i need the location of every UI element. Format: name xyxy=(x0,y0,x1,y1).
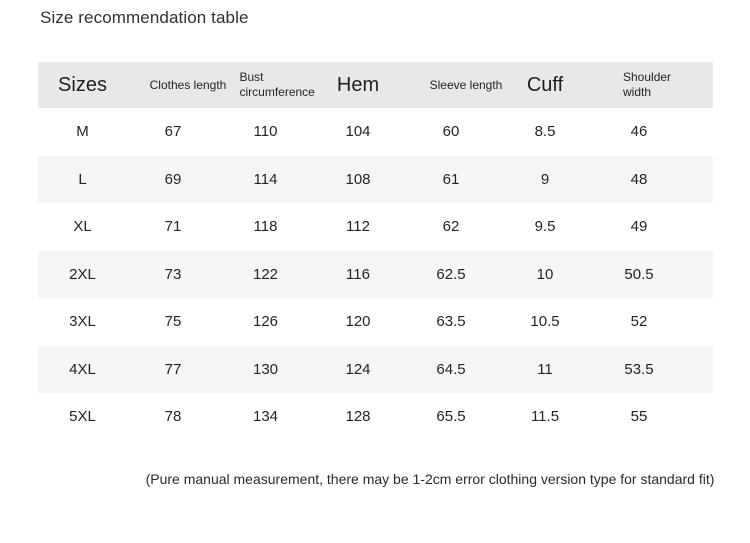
table-row-4xl: 4XL 77 130 124 64.5 11 53.5 xyxy=(38,345,713,393)
sleeve-cell: 60 xyxy=(442,123,460,141)
table-row-m: M 67 110 104 60 8.5 46 xyxy=(38,108,713,156)
header-shoulder-width: Shoulder width xyxy=(592,62,686,108)
bust-cell: 134 xyxy=(252,408,279,426)
sleeve-cell: 62 xyxy=(442,218,460,236)
table-row-2xl: 2XL 73 122 116 62.5 10 50.5 xyxy=(38,250,713,298)
sleeve-cell: 62.5 xyxy=(436,265,466,283)
header-label: Clothes length xyxy=(149,78,227,92)
size-table: Sizes Clothes length Bust circumference … xyxy=(38,62,713,441)
header-bust-circumference: Bust circumference xyxy=(219,62,315,108)
bust-cell: 110 xyxy=(253,123,278,141)
clothes-length-cell: 67 xyxy=(164,123,182,141)
header-sizes: Sizes xyxy=(38,62,127,108)
hem-cell: 128 xyxy=(345,408,371,426)
header-clothes-length: Clothes length xyxy=(127,62,227,108)
header-hem: Hem xyxy=(312,62,404,108)
header-label: Hem xyxy=(336,73,380,96)
bust-cell: 130 xyxy=(252,360,279,378)
size-cell: 5XL xyxy=(69,408,96,426)
table-row-xl: XL 71 118 112 62 9.5 49 xyxy=(38,203,713,251)
header-label: Sleeve length xyxy=(429,78,503,92)
hem-cell: 120 xyxy=(345,313,371,331)
clothes-length-cell: 77 xyxy=(164,360,182,378)
size-cell: 2XL xyxy=(69,265,96,283)
clothes-length-cell: 75 xyxy=(164,313,182,331)
size-cell: 3XL xyxy=(69,313,96,331)
bust-cell: 122 xyxy=(252,265,279,283)
header-label: Shoulder width xyxy=(623,70,672,99)
shoulder-cell: 55 xyxy=(630,408,648,426)
hem-cell: 104 xyxy=(345,123,371,141)
clothes-length-cell: 78 xyxy=(164,408,182,426)
shoulder-cell: 48 xyxy=(630,170,648,188)
bust-cell: 114 xyxy=(253,170,278,188)
cuff-cell: 10 xyxy=(536,265,554,283)
header-label: Sizes xyxy=(58,73,107,96)
cuff-cell: 8.5 xyxy=(534,123,556,141)
table-row-l: L 69 114 108 61 9 48 xyxy=(38,155,713,203)
table-row-5xl: 5XL 78 134 128 65.5 11.5 55 xyxy=(38,393,713,441)
cuff-cell: 9 xyxy=(540,170,550,188)
cuff-cell: 10.5 xyxy=(530,313,560,331)
shoulder-cell: 49 xyxy=(630,218,648,236)
clothes-length-cell: 71 xyxy=(164,218,182,236)
sleeve-cell: 63.5 xyxy=(436,313,466,331)
shoulder-cell: 52 xyxy=(630,313,648,331)
size-cell: XL xyxy=(73,218,92,236)
table-body: M 67 110 104 60 8.5 46 L 69 114 108 61 9… xyxy=(38,108,713,441)
size-cell: L xyxy=(78,170,87,188)
sleeve-cell: 61 xyxy=(442,170,460,188)
header-label: Bust circumference xyxy=(239,70,315,99)
header-cuff: Cuff xyxy=(498,62,592,108)
bust-cell: 118 xyxy=(253,218,278,236)
shoulder-cell: 46 xyxy=(630,123,648,141)
hem-cell: 124 xyxy=(345,360,371,378)
size-cell: 4XL xyxy=(69,360,96,378)
header-sleeve-length: Sleeve length xyxy=(404,62,503,108)
shoulder-cell: 53.5 xyxy=(624,360,654,378)
clothes-length-cell: 73 xyxy=(164,265,182,283)
sleeve-cell: 64.5 xyxy=(436,360,466,378)
header-label: Cuff xyxy=(526,73,564,96)
page-title: Size recommendation table xyxy=(40,8,249,27)
hem-cell: 112 xyxy=(346,218,370,236)
bust-cell: 126 xyxy=(252,313,279,331)
shoulder-cell: 50.5 xyxy=(624,265,654,283)
table-row-3xl: 3XL 75 126 120 63.5 10.5 52 xyxy=(38,298,713,346)
cuff-cell: 9.5 xyxy=(534,218,556,236)
cuff-cell: 11.5 xyxy=(530,408,560,426)
size-cell: M xyxy=(76,123,89,141)
table-header-row: Sizes Clothes length Bust circumference … xyxy=(38,62,713,108)
hem-cell: 116 xyxy=(346,265,370,283)
cuff-cell: 11 xyxy=(537,360,553,378)
measurement-note: (Pure manual measurement, there may be 1… xyxy=(145,471,715,487)
clothes-length-cell: 69 xyxy=(164,170,182,188)
hem-cell: 108 xyxy=(345,170,371,188)
sleeve-cell: 65.5 xyxy=(436,408,466,426)
